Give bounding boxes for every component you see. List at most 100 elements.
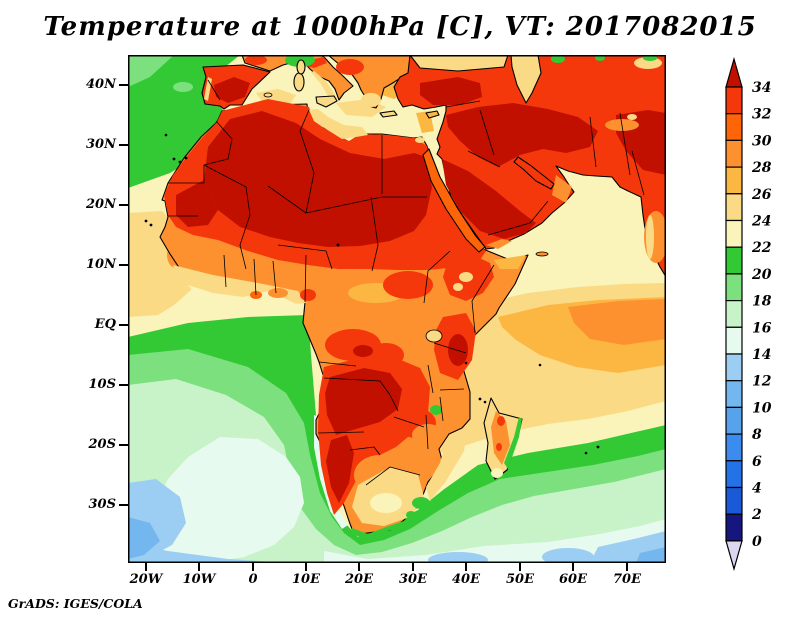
island-corsica: [296, 59, 306, 75]
lat-tick-label: EQ: [94, 317, 116, 332]
colorbar-label: 4: [752, 481, 762, 497]
colorbar-label: 32: [752, 107, 772, 123]
lon-tick: [519, 563, 521, 571]
colorbar-band: [725, 300, 743, 328]
colorbar-band: [725, 113, 743, 142]
colorbar-band: [725, 166, 743, 195]
lat-tick: [119, 204, 128, 206]
colorbar-band: [725, 326, 743, 355]
colorbar-label: 6: [752, 454, 762, 470]
region-namibia-hot: [326, 435, 354, 503]
colorbar-label: 22: [751, 240, 772, 256]
lon-tick-label: 50E: [506, 572, 534, 587]
lon-tick-label: 0: [248, 572, 258, 587]
colorbar-band: [725, 193, 743, 222]
colorbar-label: 12: [752, 374, 772, 390]
colorbar-band: [725, 353, 743, 382]
grads-attribution: GrADS: IGES/COLA: [8, 596, 143, 611]
sea-caspian: [510, 54, 542, 104]
region-sahara-extreme: [204, 111, 432, 247]
lon-tick-label: 30E: [399, 572, 427, 587]
lat-tick: [119, 264, 128, 266]
colorbar-band: [725, 380, 743, 409]
colorbar-label: 16: [752, 320, 772, 336]
colorbar-label: 2: [751, 507, 762, 523]
lon-tick: [145, 563, 147, 571]
island-sicily: [315, 95, 338, 108]
lon-tick: [465, 563, 467, 571]
lon-tick: [412, 563, 414, 571]
colorbar-label: 28: [751, 160, 772, 176]
lat-tick-label: 30S: [88, 497, 116, 512]
sea-red-sea: [422, 148, 486, 253]
lake-malawi: [439, 396, 444, 422]
colorbar-below-arrow: [725, 540, 743, 572]
island-crete: [379, 110, 398, 118]
colorbar-label: 0: [752, 534, 762, 550]
lat-tick: [119, 384, 128, 386]
lake-tanganyika: [427, 364, 434, 394]
colorbar-above-arrow: [725, 56, 743, 88]
island-cyprus: [425, 110, 440, 119]
colorbar-band: [725, 486, 743, 515]
map-plot-area: [128, 53, 668, 568]
colorbar-label: 20: [751, 267, 772, 283]
colorbar-label: 34: [752, 80, 771, 96]
lon-tick: [626, 563, 628, 571]
lat-tick: [119, 144, 128, 146]
region-mesopotamia-iran-hot: [446, 103, 598, 167]
page-title: Temperature at 1000hPa [C], VT: 20170820…: [43, 12, 757, 42]
colorbar-label: 10: [752, 400, 772, 416]
lat-tick-label: 10S: [88, 377, 116, 392]
map-frame: [128, 55, 666, 563]
lon-tick: [572, 563, 574, 571]
colorbar-band: [725, 460, 743, 489]
sea-persian-gulf: [513, 156, 555, 190]
colorbar-band: [725, 433, 743, 462]
colorbar-band: [725, 273, 743, 302]
colorbar-label: 14: [752, 347, 771, 363]
lat-tick: [119, 504, 128, 506]
colorbar-band: [725, 246, 743, 275]
colorbar-band: [725, 406, 743, 435]
region-anatolia-hot: [420, 77, 482, 105]
lon-tick: [198, 563, 200, 571]
lon-tick: [252, 563, 254, 571]
lat-tick: [119, 84, 128, 86]
colorbar-band: [725, 513, 743, 542]
temperature-colorbar: 34 32 30 28 26 24 22 20 18 16 14 12 10 8 6 4 2 0: [718, 55, 782, 584]
colorbar-label: 8: [752, 427, 762, 443]
colorbar-label: 24: [751, 214, 771, 230]
region-arabia-hot: [442, 159, 536, 239]
lon-tick-label: 10W: [182, 572, 216, 587]
lat-tick-label: 10N: [86, 257, 116, 272]
lon-tick-label: 70E: [613, 572, 641, 587]
island-sardinia: [293, 72, 305, 92]
lake-victoria: [425, 329, 443, 343]
country-borders: [168, 79, 645, 486]
lat-tick: [119, 324, 128, 326]
lat-tick-label: 20N: [86, 197, 116, 212]
colorbar-label: 26: [751, 187, 772, 203]
lon-tick-label: 20E: [345, 572, 373, 587]
colorbar-band: [725, 219, 743, 248]
small-islands: [144, 92, 600, 455]
colorbar-band: [725, 86, 743, 115]
lat-tick-label: 20S: [88, 437, 116, 452]
region-western-europe: [241, 54, 354, 101]
lon-tick: [305, 563, 307, 571]
region-ne-atlantic-green: [128, 55, 240, 188]
lat-tick-label: 30N: [86, 137, 116, 152]
lat-tick: [119, 444, 128, 446]
colorbar-label: 18: [752, 294, 772, 310]
region-south-atlantic-cold-pool: [150, 437, 304, 563]
africa-temperature-map: [128, 53, 668, 568]
colorbar-band: [725, 139, 743, 168]
lon-tick-label: 10E: [292, 572, 320, 587]
lon-tick: [358, 563, 360, 571]
lon-tick-label: 20W: [129, 572, 163, 587]
lon-tick-label: 40E: [452, 572, 480, 587]
lat-tick-label: 40N: [86, 77, 116, 92]
lon-tick-label: 60E: [559, 572, 587, 587]
